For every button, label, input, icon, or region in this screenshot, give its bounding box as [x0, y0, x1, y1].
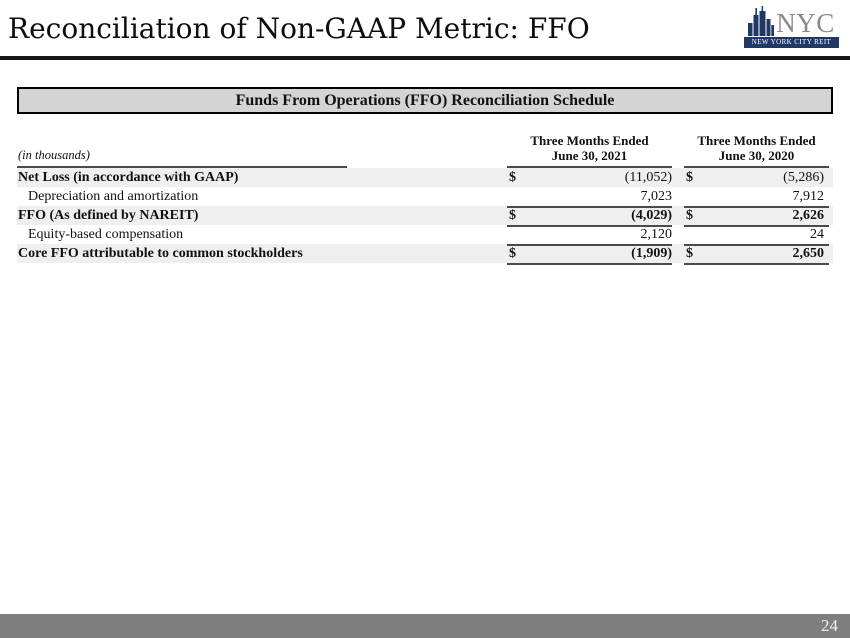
column-spacer	[829, 168, 833, 187]
currency-symbol: $	[686, 246, 693, 261]
row-label: FFO (As defined by NAREIT)	[18, 208, 199, 223]
value-2021: (1,909)	[631, 246, 672, 261]
money-cell-2020: $ 2,626	[684, 206, 829, 227]
column-gap	[672, 225, 684, 246]
currency-symbol: $	[686, 170, 693, 185]
money-cell-2020: 24	[684, 225, 829, 246]
row-label: Equity-based compensation	[28, 227, 184, 242]
column-header-line2: June 30, 2020	[718, 148, 795, 163]
table-row-core-ffo: Core FFO attributable to common stockhol…	[17, 244, 833, 265]
value-2021: 7,023	[640, 189, 673, 204]
value-2021: 2,120	[640, 227, 673, 242]
money-cell-2020: $ (5,286)	[684, 168, 829, 187]
column-spacer	[829, 187, 833, 208]
value-2020: 7,912	[792, 189, 825, 204]
currency-symbol: $	[509, 246, 516, 261]
money-cell-2020: $ 2,650	[684, 244, 829, 265]
units-note: (in thousands)	[18, 148, 90, 162]
table-row-ffo: FFO (As defined by NAREIT) $ (4,029) $ 2…	[17, 206, 833, 227]
row-label: Net Loss (in accordance with GAAP)	[18, 170, 239, 185]
units-note-cell: (in thousands)	[17, 128, 507, 168]
column-spacer	[829, 244, 833, 265]
money-cell-2021: $ (4,029)	[507, 206, 672, 227]
skyline-icon	[748, 6, 775, 36]
column-gap	[672, 187, 684, 208]
column-header-line2: June 30, 2021	[551, 148, 628, 163]
money-cell-2021: 2,120	[507, 225, 672, 246]
column-header-2021: Three Months Ended June 30, 2021	[507, 128, 672, 168]
row-label: Depreciation and amortization	[28, 189, 199, 204]
money-cell-2020: 7,912	[684, 187, 829, 208]
value-2020: (5,286)	[783, 170, 824, 185]
value-2021: (4,029)	[631, 208, 672, 223]
schedule-heading: Funds From Operations (FFO) Reconciliati…	[17, 87, 833, 114]
column-gap	[672, 244, 684, 265]
page-title: Reconciliation of Non-GAAP Metric: FFO	[8, 12, 590, 45]
column-spacer	[829, 206, 833, 227]
footer-bar: 24	[0, 614, 850, 638]
value-2020: 2,650	[792, 246, 825, 261]
column-gap	[672, 168, 684, 187]
money-cell-2021: 7,023	[507, 187, 672, 208]
money-cell-2021: $ (1,909)	[507, 244, 672, 265]
value-2020: 2,626	[792, 208, 825, 223]
value-2020: 24	[810, 227, 824, 242]
logo-company-name: NEW YORK CITY REIT	[744, 37, 839, 48]
column-header-line1: Three Months Ended	[697, 133, 816, 148]
currency-symbol: $	[686, 208, 693, 223]
page-number: 24	[821, 616, 838, 635]
money-cell-2021: $ (11,052)	[507, 168, 672, 187]
logo-top: NYC	[744, 6, 839, 38]
row-label: Core FFO attributable to common stockhol…	[18, 246, 303, 261]
label-underline	[17, 166, 347, 168]
logo-acronym: NYC	[776, 8, 835, 38]
ffo-reconciliation-table: (in thousands) Three Months Ended June 3…	[17, 128, 833, 265]
column-header-line1: Three Months Ended	[530, 133, 649, 148]
company-logo: NYC NEW YORK CITY REIT	[744, 6, 839, 48]
currency-symbol: $	[509, 208, 516, 223]
table-row-net-loss: Net Loss (in accordance with GAAP) $ (11…	[17, 168, 833, 187]
currency-symbol: $	[509, 170, 516, 185]
column-header-2020: Three Months Ended June 30, 2020	[684, 128, 829, 168]
value-2021: (11,052)	[624, 170, 672, 185]
column-gap	[672, 206, 684, 227]
column-spacer	[829, 225, 833, 246]
column-gap	[672, 128, 684, 168]
title-divider-rule	[0, 56, 850, 60]
table-row-equity-compensation: Equity-based compensation 2,120 24	[17, 225, 833, 246]
table-row-depreciation: Depreciation and amortization 7,023 7,91…	[17, 187, 833, 208]
column-spacer	[829, 128, 833, 168]
table-header-row: (in thousands) Three Months Ended June 3…	[17, 128, 833, 168]
